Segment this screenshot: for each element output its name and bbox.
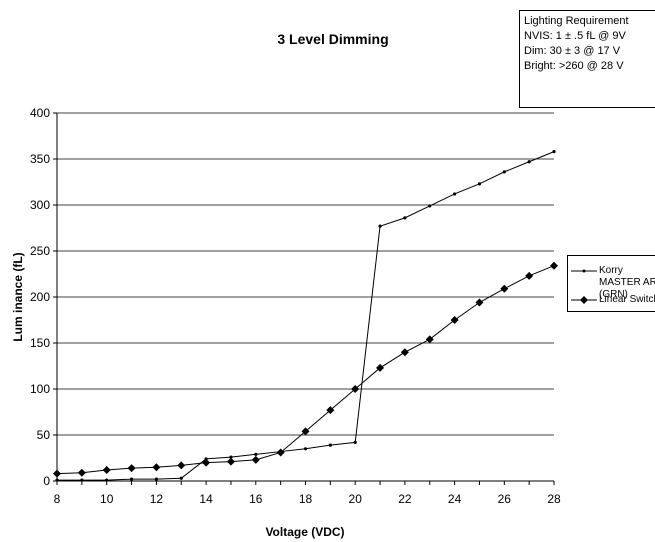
- requirement-line: NVIS: 1 ± .5 fL @ 9V: [524, 30, 626, 42]
- legend-swatch-diamond: [571, 296, 597, 304]
- data-point-korry: [527, 160, 531, 164]
- data-point-korry: [229, 455, 233, 459]
- data-point-korry: [328, 443, 332, 447]
- y-tick-label: 400: [30, 106, 50, 120]
- data-point-linear: [400, 348, 409, 357]
- data-point-korry: [303, 447, 308, 451]
- legend: Korry MASTER ARM (GRN) Linear Switch: [567, 255, 655, 312]
- x-tick-label: 8: [54, 492, 61, 506]
- y-tick-label: 50: [37, 428, 51, 442]
- x-tick-label: 18: [299, 492, 313, 506]
- y-tick-label: 100: [30, 382, 50, 396]
- data-point-linear: [326, 406, 335, 415]
- data-point-linear: [525, 271, 534, 280]
- y-tick-label: 150: [30, 336, 50, 350]
- x-tick-label: 28: [547, 492, 561, 506]
- x-tick-label: 22: [398, 492, 412, 506]
- data-point-korry: [105, 478, 109, 482]
- y-tick-label: 250: [30, 244, 50, 258]
- data-point-linear: [102, 465, 111, 474]
- data-point-linear: [475, 298, 484, 307]
- legend-label: Linear Switch: [599, 294, 655, 305]
- data-point-korry: [552, 150, 556, 154]
- data-point-linear: [53, 469, 61, 478]
- data-point-korry: [378, 224, 382, 228]
- x-tick-label: 14: [199, 492, 213, 506]
- data-point-linear: [276, 448, 285, 457]
- data-point-linear: [127, 464, 136, 473]
- axes: [53, 112, 555, 485]
- data-point-linear: [351, 385, 360, 393]
- grid-lines: [57, 112, 554, 436]
- x-tick-label: 20: [349, 492, 363, 506]
- x-tick-label: 26: [498, 492, 512, 506]
- data-point-korry: [353, 440, 357, 444]
- data-point-korry: [477, 182, 482, 186]
- data-point-korry: [80, 478, 84, 482]
- data-point-korry: [55, 478, 59, 482]
- data-point-korry: [154, 477, 158, 481]
- y-tick-labels: 0 50 100 150 200 250 300 350 400: [30, 106, 50, 488]
- x-tick-label: 16: [249, 492, 263, 506]
- y-tick-label: 350: [30, 152, 50, 166]
- data-point-korry: [453, 192, 457, 196]
- data-point-korry: [254, 452, 258, 456]
- data-series: [53, 150, 558, 482]
- x-tick-label: 12: [150, 492, 164, 506]
- data-point-linear: [177, 461, 186, 470]
- data-point-linear: [251, 455, 260, 464]
- x-axis-label: Voltage (VDC): [265, 525, 344, 539]
- data-point-linear: [77, 468, 86, 477]
- data-point-linear: [226, 457, 235, 466]
- data-point-linear: [376, 363, 385, 372]
- y-axis-label: Lum inance (fL): [11, 252, 25, 341]
- data-point-korry: [428, 204, 432, 208]
- data-point-linear: [500, 284, 509, 293]
- data-point-linear: [450, 316, 459, 324]
- data-point-korry: [403, 216, 407, 220]
- x-tick-label: 10: [100, 492, 114, 506]
- x-tick-label: 24: [448, 492, 462, 506]
- legend-label: Korry MASTER ARM (GRN): [599, 265, 655, 300]
- data-point-korry: [129, 477, 134, 481]
- chart-title: 3 Level Dimming: [277, 31, 388, 47]
- requirement-line: Bright: >260 @ 28 V: [524, 60, 624, 72]
- data-point-linear: [202, 458, 211, 467]
- data-point-linear: [425, 335, 434, 344]
- x-tick-labels: 8 10 12 14 16 18 20 22 24 26 28: [54, 492, 561, 506]
- requirement-line: Lighting Requirement: [524, 15, 629, 27]
- y-tick-label: 200: [30, 290, 50, 304]
- legend-swatch-dot: [571, 269, 597, 273]
- lighting-requirement-box: Lighting Requirement NVIS: 1 ± .5 fL @ 9…: [519, 10, 655, 108]
- data-point-korry: [179, 476, 183, 480]
- requirement-line: Dim: 30 ± 3 @ 17 V: [524, 45, 621, 57]
- y-tick-label: 300: [30, 198, 50, 212]
- y-tick-label: 0: [43, 474, 50, 488]
- data-point-linear: [550, 261, 558, 270]
- data-point-linear: [152, 463, 161, 472]
- data-point-korry: [502, 170, 506, 174]
- data-point-linear: [301, 427, 310, 436]
